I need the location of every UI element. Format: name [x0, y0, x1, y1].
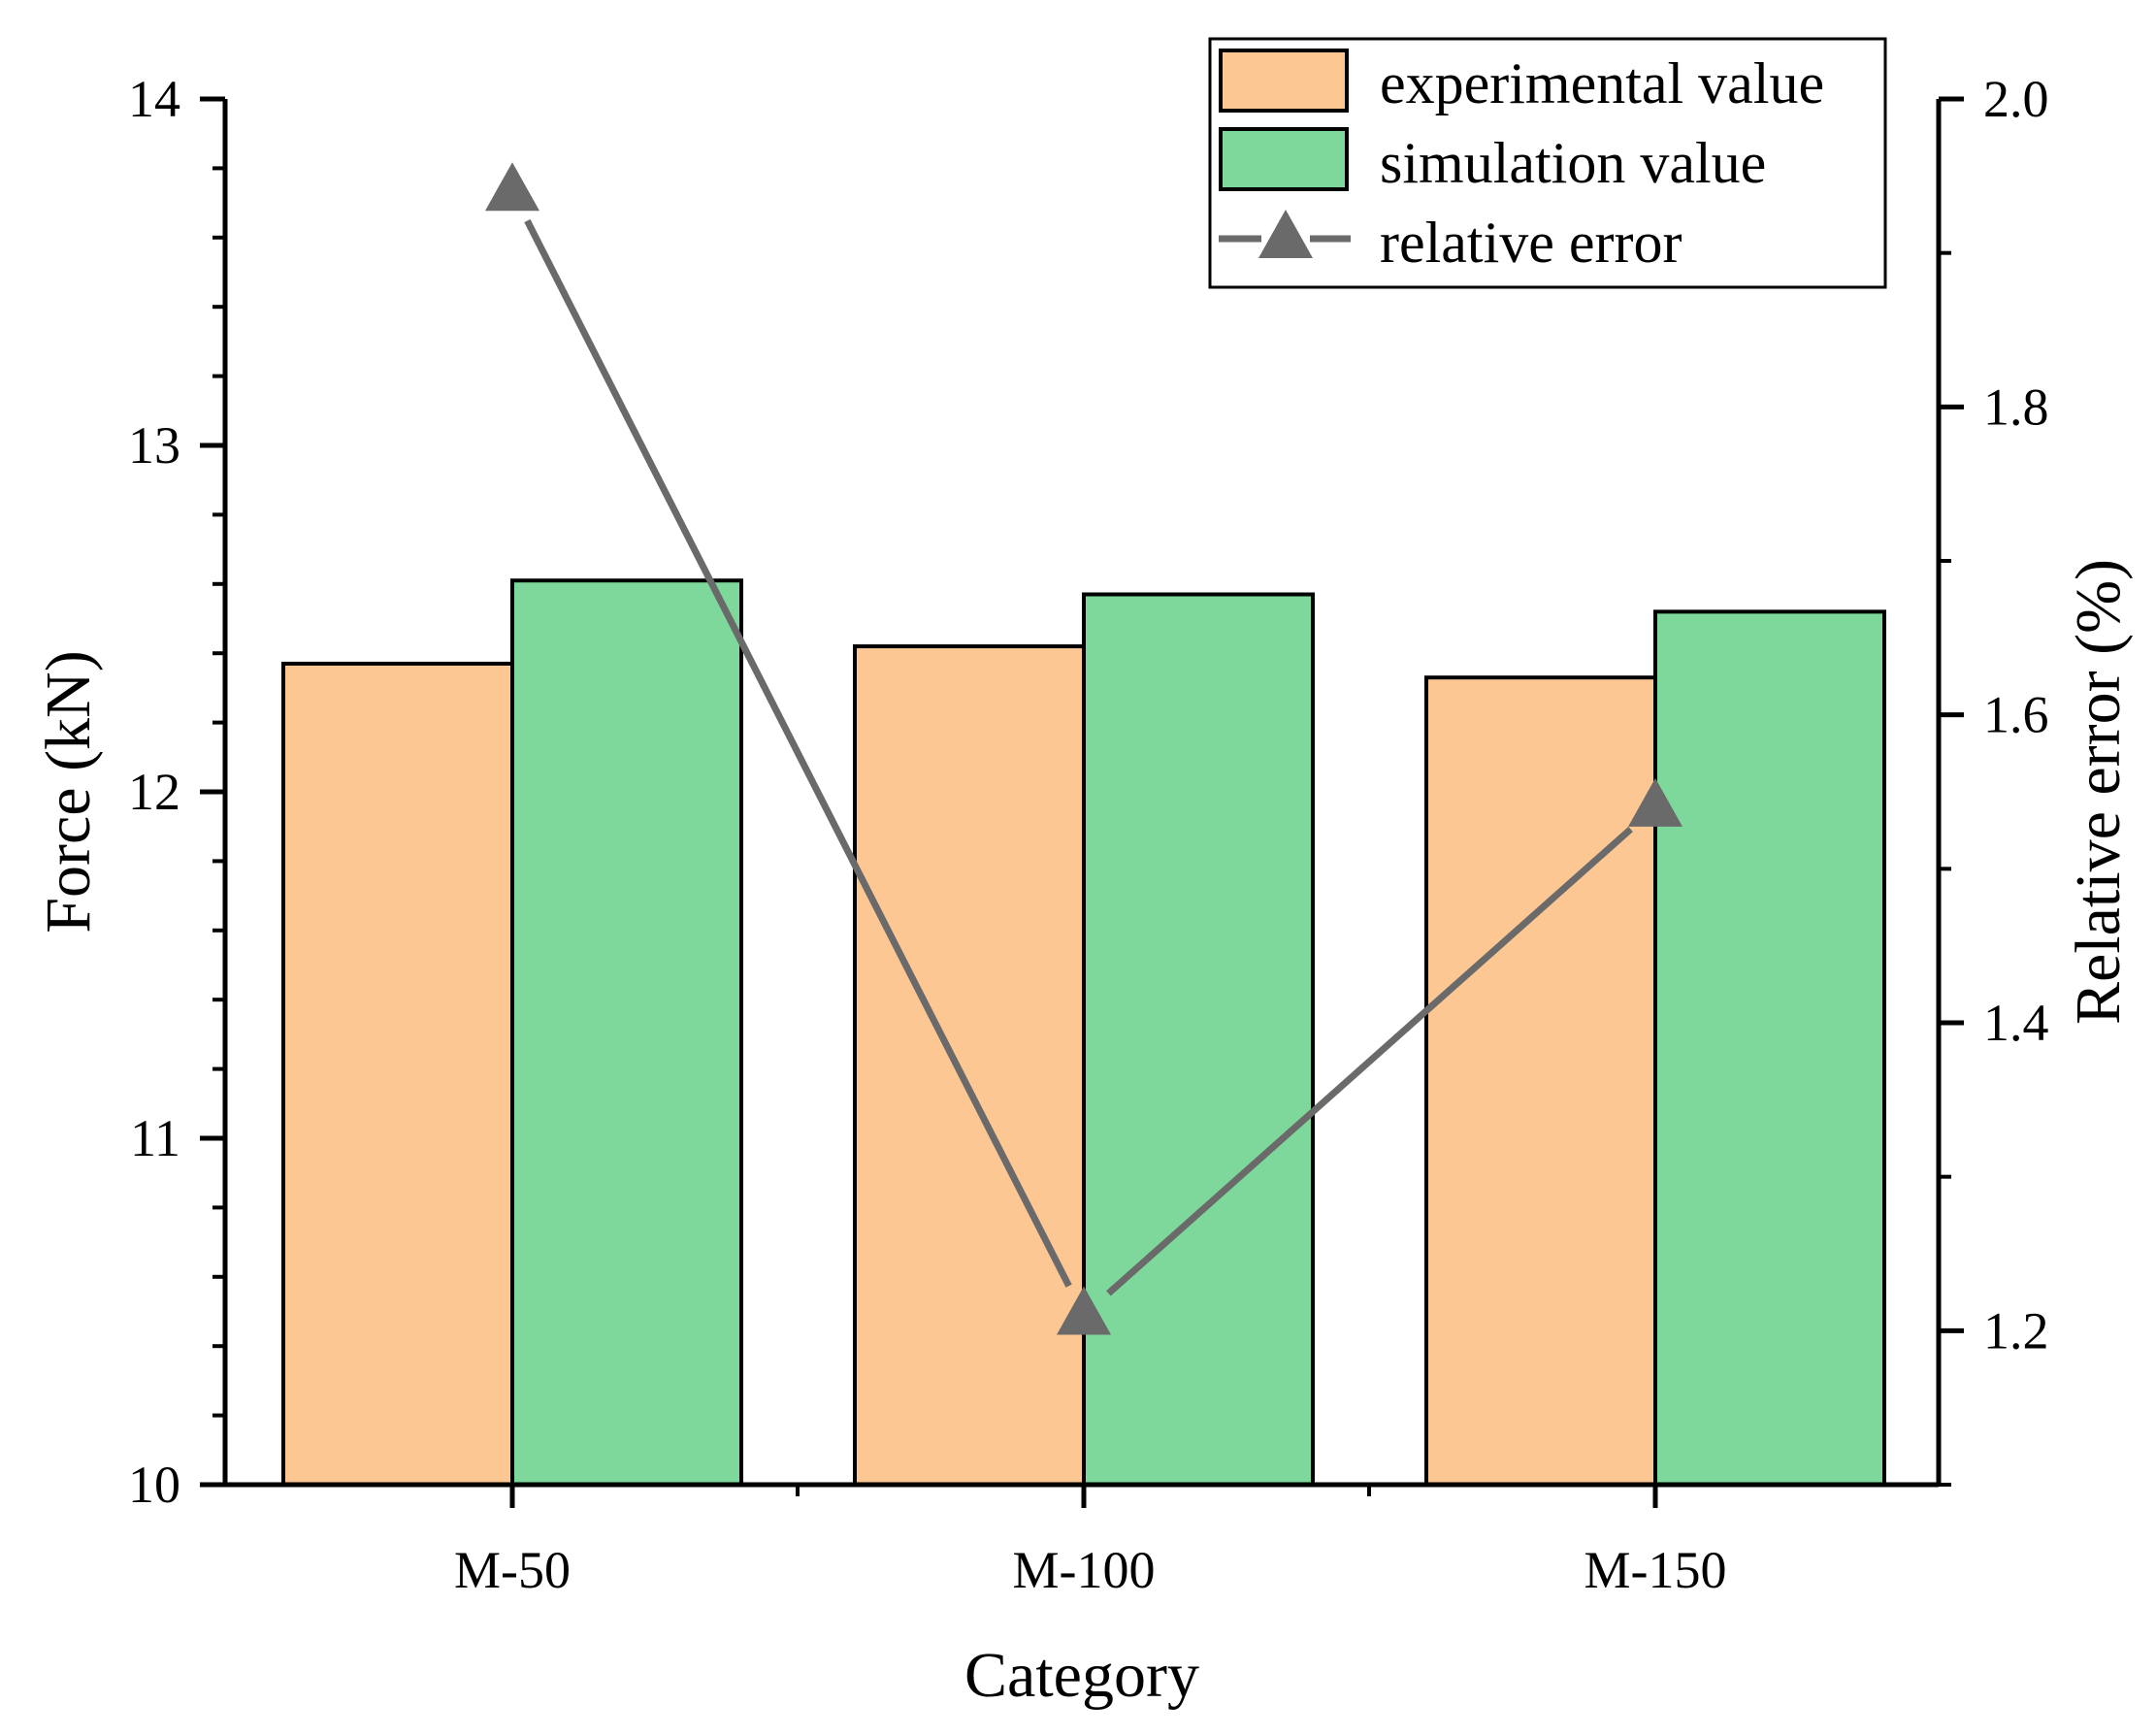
y-tick-label: 11 [130, 1109, 180, 1167]
x-tick-label: M-100 [1013, 1541, 1156, 1599]
y-tick-label: 14 [128, 70, 180, 128]
simulation-bar-m-150 [1653, 609, 1886, 1487]
y-tick-label: 10 [128, 1456, 180, 1514]
y-axis-title: Force (kN) [33, 650, 104, 933]
y2-tick-label: 1.4 [1983, 994, 2049, 1052]
bars-layer [281, 578, 1886, 1487]
legend-label-1: experimental value [1380, 51, 1824, 115]
y-tick-label: 13 [128, 416, 180, 475]
error-marker-m-50 [485, 162, 539, 212]
x-tick-label: M-150 [1584, 1541, 1727, 1599]
simulation-bar-m-100 [1082, 592, 1315, 1487]
legend-label-3: relative error [1380, 211, 1682, 275]
y-tick-label: 12 [128, 763, 180, 821]
legend-swatch-experimental [1219, 49, 1349, 113]
experimental-bar-m-50 [281, 661, 514, 1487]
x-tick-label: M-50 [454, 1541, 571, 1599]
simulation-bar-m-50 [510, 578, 743, 1487]
legend-swatch-simulation [1219, 127, 1349, 191]
experimental-bar-m-150 [1424, 675, 1657, 1487]
error-line-segment-1 [524, 218, 1072, 1288]
legend-label-2: simulation value [1380, 131, 1766, 195]
error-marker-m-150 [1628, 777, 1682, 827]
y2-axis-title: Relative error (%) [2063, 559, 2134, 1025]
line-layer [485, 162, 1682, 1335]
legend: experimental value simulation value relati… [1208, 37, 1887, 289]
error-marker-m-100 [1057, 1286, 1111, 1335]
y2-tick-label: 2.0 [1983, 70, 2049, 128]
experimental-bar-m-100 [853, 644, 1086, 1487]
y2-tick-label: 1.8 [1983, 377, 2049, 436]
y2-tick-label: 1.2 [1983, 1301, 2049, 1359]
legend-marker-triangle [1258, 210, 1313, 258]
x-axis-title: Category [964, 1640, 1199, 1711]
error-line-segment-2 [1106, 826, 1633, 1296]
y2-tick-label: 1.6 [1983, 686, 2049, 744]
axes-layer: 10 11 12 13 14 1.2 1.4 1.6 1.8 2.0 M-50 M-100 M-150 C… [33, 70, 2134, 1711]
